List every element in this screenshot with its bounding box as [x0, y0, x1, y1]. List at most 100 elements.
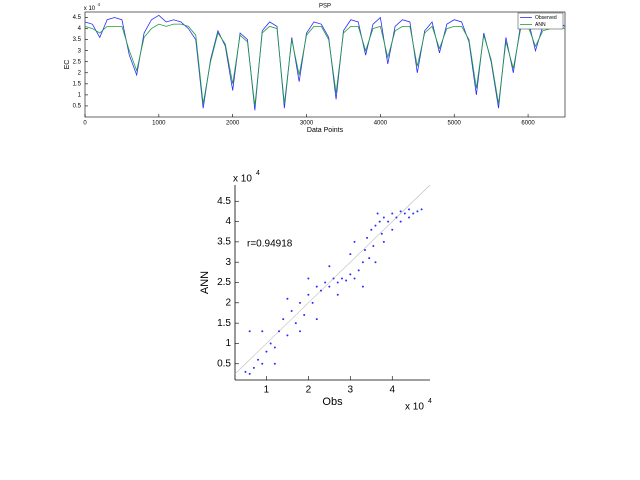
x-tick-label: 6000	[521, 121, 535, 127]
scatter-point	[290, 309, 293, 312]
y-exponent: 4	[98, 2, 101, 7]
scatter-point	[416, 210, 419, 213]
y-tick-label: 0.5	[73, 104, 82, 110]
scatter-point	[391, 212, 394, 215]
scatter-point	[286, 297, 289, 300]
x-tick-label: 4000	[374, 121, 388, 127]
x-tick-label: 0	[83, 121, 87, 127]
scatter-point	[307, 293, 310, 296]
x-axis-label: Data Points	[307, 127, 344, 134]
x-tick-label: 2	[306, 385, 312, 396]
legend-box	[517, 12, 564, 30]
scatter-point	[420, 208, 423, 211]
scatter-point	[361, 261, 364, 264]
scatter-point	[374, 261, 377, 264]
scatter-point	[336, 293, 339, 296]
series-line	[84, 23, 566, 106]
scatter-point	[380, 232, 383, 235]
scatter-point	[294, 322, 297, 325]
y-tick-label: 4	[78, 26, 82, 32]
scatter-point	[366, 236, 369, 239]
y-tick-label: 2	[78, 70, 82, 76]
identity-line	[234, 184, 431, 375]
x-tick-label: 5000	[448, 121, 462, 127]
scatter-point	[248, 372, 251, 375]
y-axis-label: ANN	[199, 271, 211, 294]
scatter-point	[378, 220, 381, 223]
scatter-point	[353, 240, 356, 243]
scatter-point	[319, 289, 322, 292]
scatter-point	[273, 346, 276, 349]
scatter-point	[273, 362, 276, 365]
scatter-point	[376, 212, 379, 215]
scatter-point	[353, 277, 356, 280]
scatter-point	[399, 220, 402, 223]
scatter-point	[382, 216, 385, 219]
scatter-point	[391, 228, 394, 231]
scatter-point	[299, 301, 301, 304]
y-tick-label: 2.5	[73, 59, 82, 65]
y-tick-label: 3.5	[217, 237, 231, 248]
scatter-point	[328, 265, 331, 268]
scatter-point	[332, 277, 335, 280]
y-tick-label: 1.5	[73, 81, 82, 87]
y-tick-label: 3.5	[73, 37, 82, 43]
chart-title: PSP	[319, 4, 331, 10]
scatter-point	[403, 212, 406, 215]
y-tick-label: 0.5	[217, 358, 231, 369]
legend-label: Observed	[535, 15, 557, 21]
scatter-point	[303, 314, 306, 316]
scatter-point	[370, 228, 373, 231]
y-tick-label: 1	[225, 338, 231, 349]
scatter-point	[340, 277, 343, 280]
scatter-point	[311, 301, 314, 304]
annotation: r=0.94918	[247, 239, 293, 250]
scatter-point	[361, 285, 364, 288]
y-multiplier: x 10	[84, 6, 96, 12]
legend-label: ANN	[535, 22, 546, 28]
y-tick-label: 1	[78, 92, 82, 98]
y-tick-label: 4.5	[73, 15, 82, 21]
scatter-point	[286, 334, 289, 337]
scatter-point	[345, 279, 348, 282]
x-tick-label: 3	[348, 385, 354, 396]
scatter-point	[382, 240, 385, 243]
scatter-point	[315, 285, 318, 288]
scatter-point	[307, 277, 310, 280]
x-tick-label: 4	[389, 385, 395, 396]
scatter-point	[349, 273, 352, 276]
y-tick-label: 1.5	[217, 318, 231, 329]
y-tick-label: 4	[225, 216, 231, 227]
x-multiplier: x 10	[405, 402, 424, 413]
y-exponent: 4	[256, 170, 260, 177]
x-axis-label: Obs	[322, 396, 343, 408]
scatter-point	[282, 318, 285, 321]
scatter-point	[336, 281, 339, 284]
x-tick-label: 2000	[226, 121, 240, 127]
scatter-point	[324, 281, 327, 284]
y-multiplier: x 10	[233, 174, 252, 185]
scatter-point	[261, 362, 264, 365]
scatter-point	[252, 366, 255, 369]
scatter-point	[328, 285, 331, 288]
scatter-point	[269, 342, 272, 345]
scatter-point	[408, 208, 411, 211]
scatter-point	[349, 253, 352, 256]
axes-box	[84, 11, 566, 118]
scatter-point	[374, 224, 377, 227]
y-tick-label: 3	[78, 48, 82, 54]
scatter-point	[364, 249, 366, 251]
scatter-point	[244, 370, 247, 373]
scatter-point	[257, 358, 260, 361]
x-exponent: 4	[428, 398, 432, 405]
scatter-point	[387, 220, 390, 223]
scatter-point	[248, 330, 251, 333]
y-axis-label: EC	[64, 60, 71, 70]
y-tick-label: 2.5	[217, 277, 231, 288]
x-tick-label: 1	[264, 385, 270, 396]
scatter-point	[265, 350, 268, 353]
scatter-point	[315, 318, 318, 321]
x-tick-label: 3000	[300, 121, 314, 127]
